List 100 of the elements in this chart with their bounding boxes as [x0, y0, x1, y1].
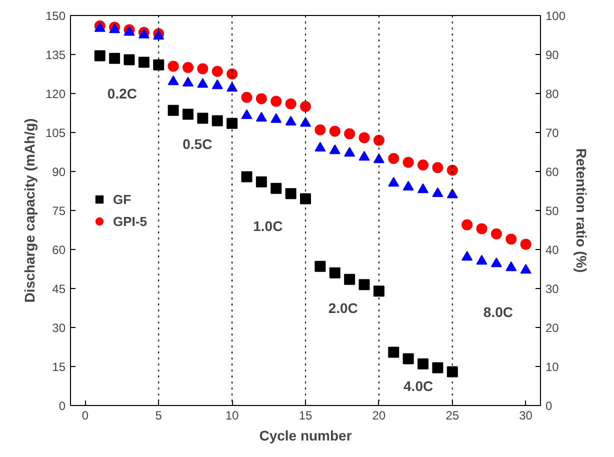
point: [182, 76, 194, 86]
point: [329, 267, 340, 278]
point: [226, 118, 238, 129]
x-tick-label: 5: [155, 408, 162, 422]
y2-tick-label: 90: [546, 48, 560, 62]
point: [388, 176, 400, 187]
point: [490, 258, 502, 268]
point: [256, 93, 267, 104]
x-axis-title: Cycle number: [259, 428, 352, 444]
point: [329, 144, 340, 154]
point: [256, 176, 267, 188]
point: [226, 82, 238, 92]
annotation: 0.5C: [182, 136, 212, 152]
x-tick-label: 25: [446, 408, 460, 422]
point: [358, 150, 370, 161]
point: [212, 79, 223, 90]
point: [270, 182, 282, 194]
point: [344, 274, 356, 285]
point: [168, 60, 179, 72]
y2-tick-label: 30: [546, 282, 560, 296]
y-tick-label: 0: [58, 399, 66, 413]
point: [358, 279, 370, 290]
legend-label: GPI-5: [113, 214, 147, 228]
y-tick-label: 150: [45, 9, 66, 23]
y-tick-label: 75: [52, 204, 66, 218]
point: [462, 251, 473, 261]
y-tick-label: 105: [45, 126, 66, 140]
point: [476, 254, 488, 265]
point: [402, 156, 414, 168]
point: [182, 62, 194, 73]
point: [270, 113, 282, 123]
point: [197, 112, 208, 124]
point: [388, 153, 400, 164]
point: [432, 162, 444, 174]
point: [182, 108, 194, 120]
point: [300, 101, 311, 112]
point: [476, 223, 488, 234]
y-tick-label: 135: [45, 48, 66, 62]
annotation: 4.0C: [404, 378, 434, 394]
point: [153, 59, 164, 70]
point: [109, 52, 120, 64]
point: [94, 50, 106, 62]
point: [418, 183, 428, 194]
y2-tick-label: 0: [546, 399, 552, 413]
y2-tick-label: 10: [546, 360, 560, 374]
y-tick-label: 45: [52, 282, 66, 296]
point: [212, 66, 223, 77]
point: [314, 124, 326, 136]
point: [300, 193, 311, 204]
point: [402, 180, 414, 190]
y-tick-label: 90: [52, 165, 66, 179]
point: [226, 68, 238, 80]
point: [373, 154, 384, 164]
y2-tick-label: 50: [546, 204, 560, 218]
point: [446, 366, 458, 378]
x-tick-label: 0: [82, 408, 89, 422]
y-tick-label: 60: [52, 243, 66, 257]
point: [197, 78, 208, 88]
y2-tick-label: 20: [546, 321, 560, 335]
y-tick-label: 120: [45, 87, 66, 101]
point: [373, 286, 384, 297]
point: [344, 147, 356, 157]
point: [373, 134, 384, 146]
point: [462, 219, 473, 230]
point: [490, 228, 502, 240]
annotation: 1.0C: [253, 218, 283, 234]
point: [446, 188, 458, 198]
point: [446, 164, 458, 176]
point: [402, 353, 414, 364]
point: [124, 54, 135, 66]
point: [432, 362, 444, 374]
point: [168, 104, 179, 116]
point: [418, 160, 428, 170]
y2-tick-label: 40: [546, 243, 560, 257]
point: [329, 126, 340, 137]
point: [388, 346, 400, 358]
y-axis-title: Discharge capacity (mAh/g): [21, 118, 38, 303]
point: [520, 264, 532, 274]
y-tick-label: 30: [52, 321, 66, 335]
annotation: 0.2C: [107, 86, 137, 102]
x-tick-label: 20: [372, 408, 386, 422]
point: [138, 56, 150, 68]
point: [241, 109, 252, 119]
point: [506, 234, 517, 245]
point: [314, 260, 326, 272]
point: [241, 171, 252, 182]
y2-axis-title: Retention ratio (%): [574, 148, 590, 273]
point: [197, 63, 208, 74]
point: [285, 188, 296, 200]
point: [212, 115, 223, 126]
point: [314, 142, 326, 152]
x-tick-label: 15: [298, 408, 312, 422]
annotation: 8.0C: [483, 304, 513, 320]
point: [358, 132, 370, 144]
point: [520, 238, 532, 250]
x-tick-label: 30: [519, 408, 533, 422]
point: [285, 98, 296, 110]
y2-tick-label: 100: [546, 9, 566, 23]
point: [241, 92, 252, 103]
point: [285, 116, 296, 126]
